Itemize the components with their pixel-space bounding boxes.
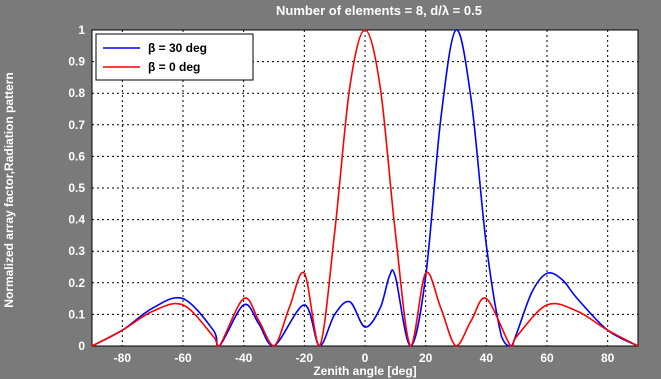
x-tick-label: -60 (174, 351, 192, 365)
x-axis-ticks: -80 -60 -40 -20 0 20 40 60 80 (114, 351, 615, 365)
y-tick-label: 0.6 (68, 149, 85, 163)
x-tick-label: 20 (419, 351, 433, 365)
legend: β = 30 deg β = 0 deg (95, 33, 254, 81)
y-tick-label: 0.5 (68, 181, 85, 195)
y-tick-label: 0.9 (68, 55, 85, 69)
y-tick-label: 1 (78, 23, 85, 37)
x-axis-label: Zenith angle [deg] (313, 364, 416, 378)
y-tick-label: 0.4 (68, 213, 85, 227)
y-axis-ticks: 0 0.1 0.2 0.3 0.4 0.5 0.6 0.7 0.8 0.9 1 (68, 23, 85, 353)
legend-label-beta-30: β = 30 deg (148, 41, 207, 55)
y-tick-label: 0.1 (68, 307, 85, 321)
series-line-0 (91, 29, 639, 347)
x-tick-label: -80 (114, 351, 132, 365)
y-tick-label: 0.7 (68, 118, 85, 132)
y-tick-label: 0 (78, 339, 85, 353)
x-tick-label: -20 (296, 351, 314, 365)
legend-label-beta-0: β = 0 deg (148, 60, 200, 74)
series-layer (91, 29, 639, 347)
y-axis-label: Normalized array factor,Radiation patter… (2, 72, 16, 307)
chart-title: Number of elements = 8, d/λ = 0.5 (276, 3, 482, 18)
x-tick-label: 40 (480, 351, 494, 365)
series-line-1 (91, 29, 639, 347)
y-tick-label: 0.2 (68, 276, 85, 290)
x-tick-label: 0 (362, 351, 369, 365)
legend-box (95, 33, 254, 81)
x-tick-label: -40 (235, 351, 253, 365)
y-tick-label: 0.8 (68, 86, 85, 100)
x-tick-label: 60 (540, 351, 554, 365)
y-tick-label: 0.3 (68, 244, 85, 258)
x-tick-label: 80 (601, 351, 615, 365)
